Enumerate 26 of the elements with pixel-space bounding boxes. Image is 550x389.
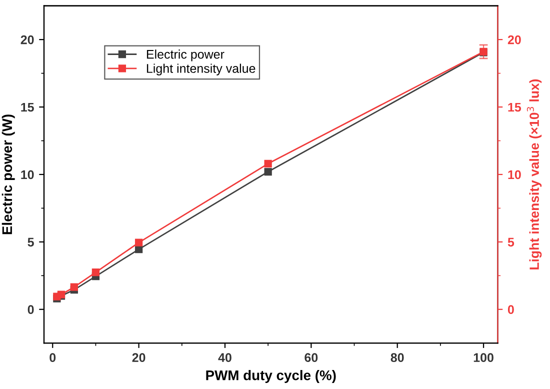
y2-tick-label: 5 bbox=[508, 238, 514, 247]
x-tick-label: 60 bbox=[304, 353, 318, 362]
y2-tick-label: 0 bbox=[508, 305, 514, 314]
x-tick-label: 100 bbox=[474, 353, 494, 362]
point bbox=[134, 238, 143, 246]
legend-label: Electric power bbox=[146, 50, 224, 62]
y2-axis-title: Light intensity value (×10$^{3}$ lux) bbox=[526, 79, 542, 270]
point bbox=[264, 160, 272, 168]
y2-tick-label: 10 bbox=[508, 170, 521, 180]
point bbox=[92, 268, 100, 276]
point bbox=[70, 283, 78, 291]
x-tick-label: 40 bbox=[218, 353, 232, 362]
x-tick-label: 0 bbox=[50, 353, 56, 362]
y2-tick-label: 20 bbox=[508, 35, 521, 44]
y-tick-label: 20 bbox=[20, 35, 34, 44]
y-tick-label: 15 bbox=[21, 102, 34, 112]
x-axis-title: PWM duty cycle (%) bbox=[206, 370, 336, 383]
y-axis-title: Electric power (W) bbox=[2, 114, 15, 234]
x-tick-label: 20 bbox=[132, 353, 146, 362]
x-tick-label: 80 bbox=[390, 353, 404, 362]
y2-tick-label: 15 bbox=[508, 102, 522, 112]
point bbox=[264, 168, 272, 176]
y-tick-label: 5 bbox=[28, 238, 34, 247]
y-tick-label: 0 bbox=[28, 305, 34, 314]
legend-label: Light intensity value bbox=[146, 64, 256, 76]
y-tick-label: 10 bbox=[21, 170, 34, 180]
